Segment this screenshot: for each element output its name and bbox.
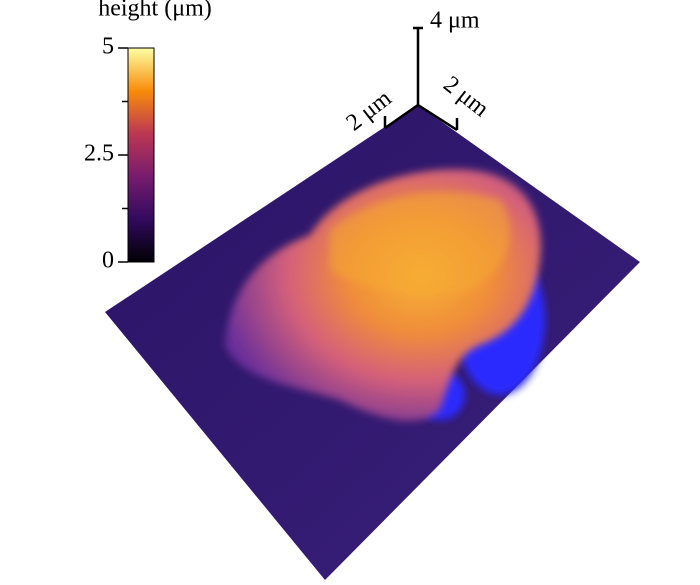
- z-scale-label: 4 μm: [430, 8, 480, 34]
- colorbar-tick-label: 5: [102, 34, 114, 60]
- colorbar-tick-label: 0: [102, 248, 114, 274]
- colorbar-tick-label: 2.5: [84, 141, 114, 167]
- colorbar-minor-ticks: [122, 100, 128, 210]
- cell-topography: [225, 169, 545, 421]
- scale-axes: [383, 26, 459, 132]
- y-scale-label: 2 μm: [438, 71, 493, 122]
- colorbar-label: height (μm): [98, 0, 212, 22]
- colorbar: [127, 47, 155, 263]
